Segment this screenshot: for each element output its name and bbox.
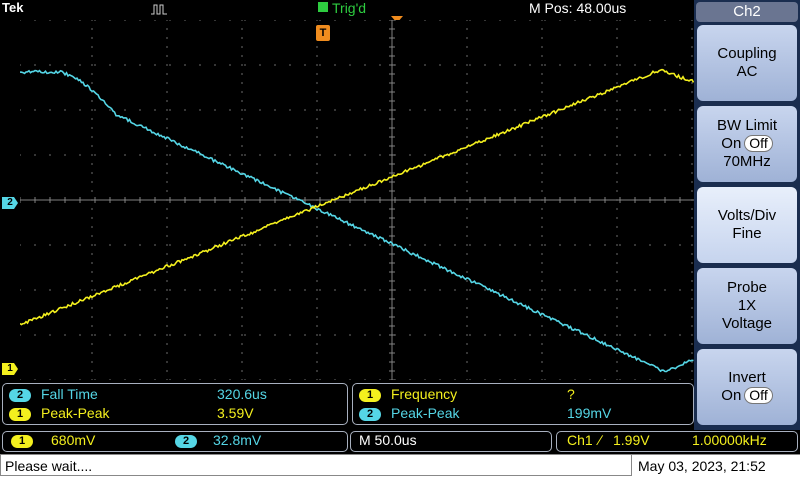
graticule <box>20 20 694 380</box>
measurement-row: 2 Fall Time 320.6us <box>9 386 339 404</box>
measurement-label: Frequency <box>391 386 457 402</box>
top-status-bar: Tek Trig'd M Pos: 48.00us <box>0 0 694 18</box>
ch2-waveform <box>20 71 694 372</box>
ch2-badge: 2 <box>9 389 31 402</box>
vertical-scale-readout: 1 680mV 2 32.8mV <box>2 431 348 452</box>
ch2-ground-marker[interactable]: 2 <box>2 197 18 209</box>
measurement-value: 3.59V <box>217 405 254 421</box>
trigger-frequency: 1.00000kHz <box>692 432 767 448</box>
timebase: M 50.0us <box>359 432 417 448</box>
off-indicator: Off <box>744 387 772 404</box>
trigger-source: Ch1 <box>567 432 593 448</box>
measurement-row: 2 Peak-Peak 199mV <box>359 405 689 423</box>
trigger-status: Trig'd <box>318 0 366 16</box>
graticule-grid <box>20 20 694 380</box>
ch1-waveform <box>20 70 694 325</box>
side-menu: Ch2 Coupling AC BW Limit On Off 70MHz Vol… <box>694 0 800 430</box>
coupling-button[interactable]: Coupling AC <box>697 25 797 101</box>
ch1-badge: 1 <box>359 389 381 402</box>
trigger-marker[interactable]: T <box>316 25 330 41</box>
trigger-slope-icon: ∕ <box>599 432 601 448</box>
ch1-scale: 680mV <box>51 432 95 448</box>
bw-limit-button[interactable]: BW Limit On Off 70MHz <box>697 106 797 182</box>
measurement-row: 1 Peak-Peak 3.59V <box>9 405 339 423</box>
ch1-badge: 1 <box>11 435 33 448</box>
trigger-status-icon <box>318 2 328 12</box>
measurement-value: 320.6us <box>217 386 267 402</box>
measurement-row: 1 Frequency ? <box>359 386 689 404</box>
invert-button[interactable]: Invert On Off <box>697 349 797 425</box>
status-message: Please wait.... <box>0 454 632 476</box>
trigger-level: 1.99V <box>613 432 650 448</box>
measurement-value: ? <box>567 386 575 402</box>
ch2-badge: 2 <box>175 435 197 448</box>
measurement-value: 199mV <box>567 405 611 421</box>
status-bar: Please wait.... May 03, 2023, 21:52 <box>0 454 800 480</box>
measurement-label: Peak-Peak <box>391 405 459 421</box>
timebase-readout: M 50.0us <box>350 431 552 452</box>
date-time: May 03, 2023, 21:52 <box>632 454 800 476</box>
ch2-scale: 32.8mV <box>213 432 261 448</box>
brand-logo: Tek <box>2 0 23 15</box>
measurement-panel-left: 2 Fall Time 320.6us 1 Peak-Peak 3.59V <box>2 383 348 425</box>
acquisition-icon <box>150 3 168 15</box>
off-indicator: Off <box>744 135 772 152</box>
volts-div-button[interactable]: Volts/Div Fine <box>697 187 797 263</box>
menu-title: Ch2 <box>696 2 798 22</box>
ch1-badge: 1 <box>9 408 31 421</box>
horizontal-position: M Pos: 48.00us <box>529 0 626 16</box>
measurement-panel-right: 1 Frequency ? 2 Peak-Peak 199mV <box>352 383 694 425</box>
ch1-ground-marker[interactable]: 1 <box>2 363 18 375</box>
measurement-label: Fall Time <box>41 386 98 402</box>
trigger-readout: Ch1 ∕ 1.99V 1.00000kHz <box>556 431 798 452</box>
measurement-label: Peak-Peak <box>41 405 109 421</box>
probe-button[interactable]: Probe 1X Voltage <box>697 268 797 344</box>
ch2-badge: 2 <box>359 408 381 421</box>
waveform-display <box>20 20 694 380</box>
